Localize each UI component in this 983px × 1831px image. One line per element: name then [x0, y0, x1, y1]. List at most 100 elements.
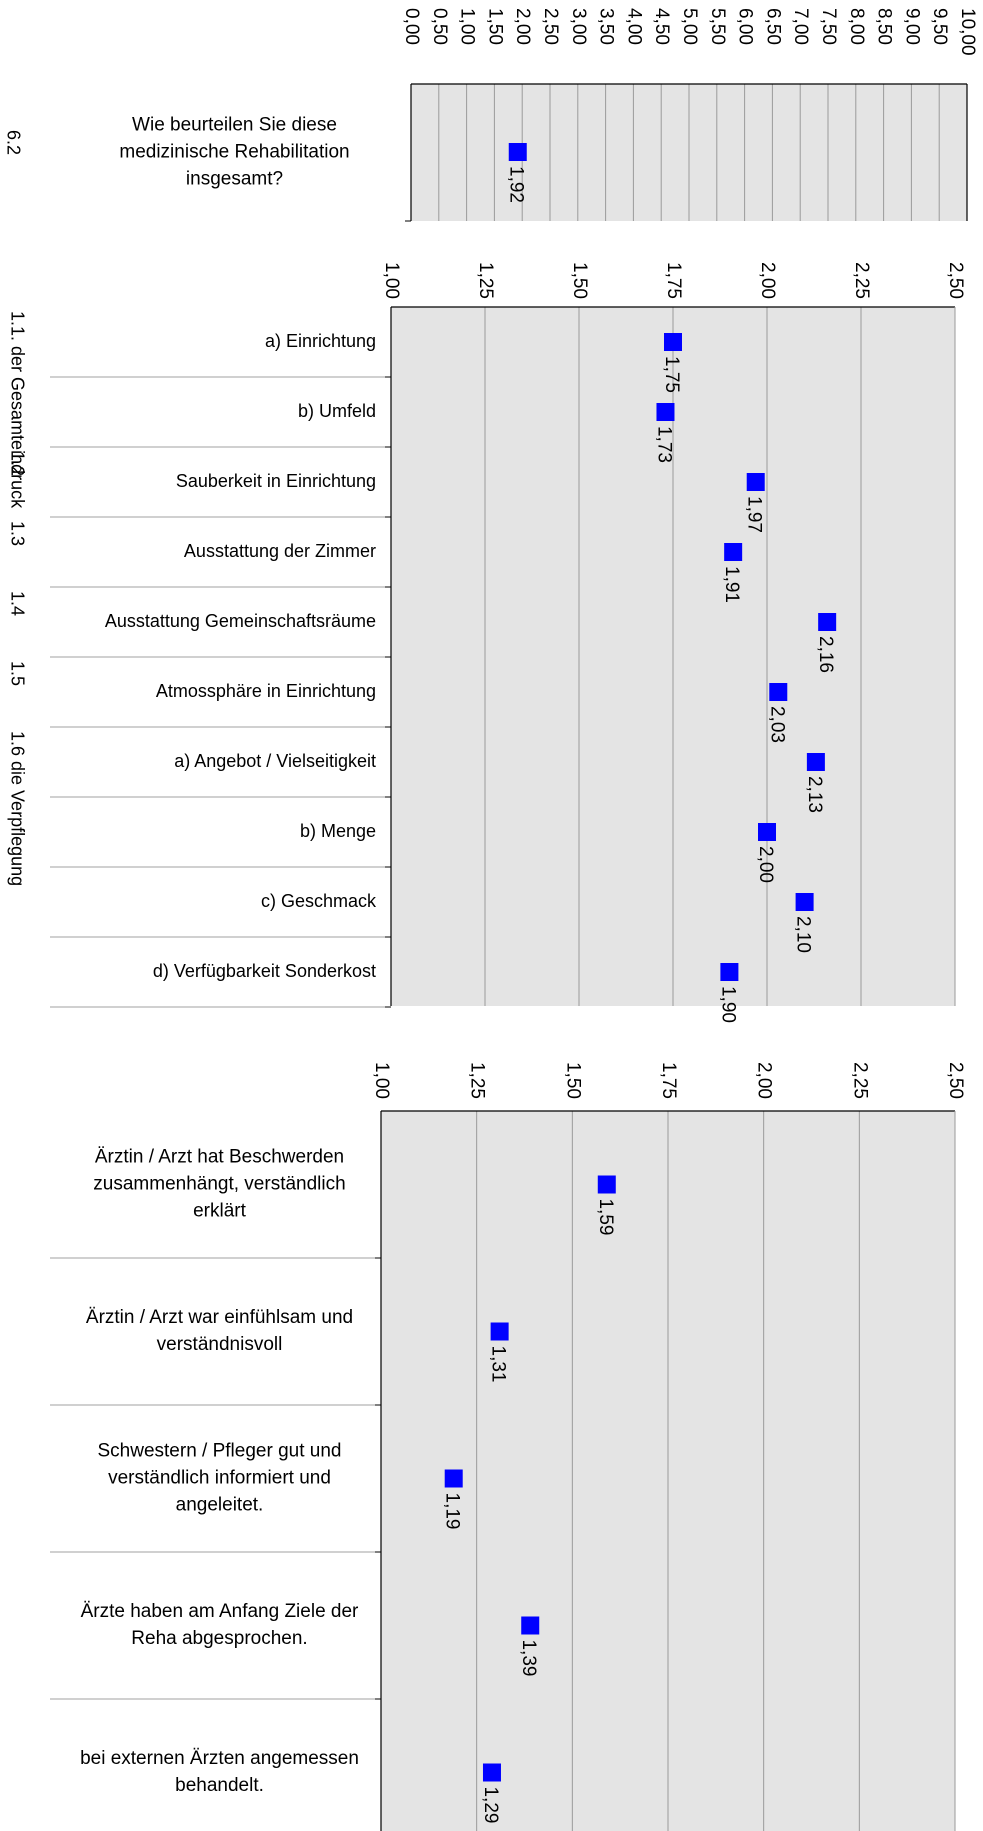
group-label: 1.3 [7, 521, 27, 546]
category-label-line: bei externen Ärzten angemessen [80, 1748, 359, 1769]
data-point [597, 1175, 616, 1194]
data-label: 2,10 [793, 916, 814, 953]
category-label-line: Ärztin / Arzt hat Beschwerden [95, 1147, 344, 1168]
category-label-line: angeleitet. [176, 1495, 264, 1516]
category-label-line: a) Einrichtung [265, 331, 376, 351]
tick-label: 3,00 [568, 8, 589, 45]
group-label: 1.4 [7, 591, 27, 616]
category-label: Ärztin / Arzt hat Beschwerden zusammenhän… [93, 1147, 345, 1222]
tick-label: 4,00 [623, 8, 644, 45]
data-label: 2,16 [815, 636, 836, 673]
category-label-line: Wie beurteilen Sie diese [132, 115, 337, 136]
data-point [444, 1469, 463, 1488]
data-point [746, 473, 765, 491]
data-point [482, 1763, 501, 1782]
tick-label: 0,50 [429, 8, 450, 45]
data-point [806, 753, 825, 771]
data-label: 2,00 [755, 846, 776, 883]
category-label: Ausstattung der Zimmer [184, 541, 376, 561]
tick-label: 1,25 [467, 1062, 488, 1099]
data-point [769, 683, 788, 701]
tick-label: 2,00 [754, 1062, 775, 1099]
category-label: b) Umfeld [298, 401, 376, 421]
data-point [664, 333, 682, 351]
tick-label: 1,00 [457, 8, 478, 45]
tick-label: 2,25 [851, 262, 872, 299]
data-label: 1,97 [744, 496, 765, 533]
tick-label: 5,00 [679, 8, 700, 45]
data-point [720, 963, 739, 981]
category-label-line: c) Geschmack [261, 891, 377, 911]
category-label-line: verständnisvoll [157, 1334, 283, 1355]
data-point [818, 613, 837, 631]
data-label: 1,39 [518, 1640, 539, 1677]
data-label: 1,91 [721, 566, 742, 603]
category-label-line: medizinische Rehabilitation [119, 142, 349, 163]
tick-label: 1,00 [371, 1062, 392, 1099]
category-label-line: Atmossphäre in Einrichtung [156, 681, 376, 701]
category-label-line: d) Verfügbarkeit Sonderkost [153, 961, 376, 981]
group-label: 1.5 [7, 661, 27, 686]
tick-label: 8,00 [846, 8, 867, 45]
group-label: 1.1. der Gesamteindruck [7, 311, 27, 509]
category-label: c) Geschmack [261, 891, 377, 911]
tick-label: 0,00 [401, 8, 422, 45]
category-label-line: Sauberkeit in Einrichtung [176, 471, 376, 491]
tick-label: 1,00 [381, 262, 402, 299]
category-label: b) Menge [300, 821, 376, 841]
tick-label: 8,50 [874, 8, 895, 45]
data-label: 1,75 [661, 356, 682, 393]
data-label: 1,92 [506, 166, 527, 203]
tick-label: 7,50 [818, 8, 839, 45]
category-label-line: insgesamt? [186, 169, 283, 190]
tick-label: 4,50 [651, 8, 672, 45]
category-label-line: Ärztin / Arzt war einfühlsam und [86, 1307, 353, 1328]
data-label: 2,13 [804, 776, 825, 813]
tick-label: 2,00 [512, 8, 533, 45]
category-label: Ärzte haben am Anfang Ziele der Reha abge… [81, 1601, 359, 1649]
tick-label: 2,50 [945, 262, 966, 299]
tick-label: 2,00 [757, 262, 778, 299]
tick-label: 1,75 [663, 262, 684, 299]
data-label: 1,31 [488, 1346, 509, 1383]
tick-label: 9,50 [929, 8, 950, 45]
category-label-line: Ausstattung der Zimmer [184, 541, 376, 561]
group-label: 1.2 [7, 451, 27, 476]
category-label-line: Ausstattung Gemeinschaftsräume [105, 611, 376, 631]
category-label-line: Schwestern / Pfleger gut und [98, 1441, 342, 1462]
tick-label: 6,50 [762, 8, 783, 45]
data-point [508, 143, 527, 161]
data-label: 2,03 [766, 706, 787, 743]
section-label: 6.2 [3, 130, 23, 155]
tick-label: 3,50 [596, 8, 617, 45]
category-label-line: Ärzte haben am Anfang Ziele der [81, 1601, 359, 1622]
data-point [521, 1616, 540, 1635]
category-label-line: b) Menge [300, 821, 376, 841]
tick-label: 6,00 [735, 8, 756, 45]
tick-label: 1,50 [484, 8, 505, 45]
tick-label: 10,00 [957, 8, 978, 56]
tick-label: 1,25 [475, 262, 496, 299]
tick-label: 5,50 [707, 8, 728, 45]
tick-label: 1,75 [658, 1062, 679, 1099]
tick-label: 9,00 [901, 8, 922, 45]
category-label: d) Verfügbarkeit Sonderkost [153, 961, 376, 981]
data-label: 1,73 [653, 426, 674, 463]
data-label: 1,29 [480, 1787, 501, 1824]
group-label: 1.6 die Verpflegung [7, 731, 27, 886]
tick-label: 2,50 [945, 1062, 966, 1099]
data-label: 1,59 [595, 1199, 616, 1236]
category-label: Sauberkeit in Einrichtung [176, 471, 376, 491]
category-label: Atmossphäre in Einrichtung [156, 681, 376, 701]
data-label: 1,90 [717, 986, 738, 1023]
category-label: Ausstattung Gemeinschaftsräume [105, 611, 376, 631]
category-label-line: Reha abgesprochen. [131, 1628, 307, 1649]
category-label: Schwestern / Pfleger gut und verständlich… [98, 1441, 342, 1516]
category-label: Ärztin / Arzt war einfühlsam und verständ… [86, 1307, 353, 1355]
category-label: a) Angebot / Vielseitigkeit [174, 751, 376, 771]
data-point [490, 1322, 509, 1341]
data-point [795, 893, 814, 911]
category-label: bei externen Ärzten angemessen behandelt. [80, 1748, 359, 1796]
tick-label: 1,50 [569, 262, 590, 299]
